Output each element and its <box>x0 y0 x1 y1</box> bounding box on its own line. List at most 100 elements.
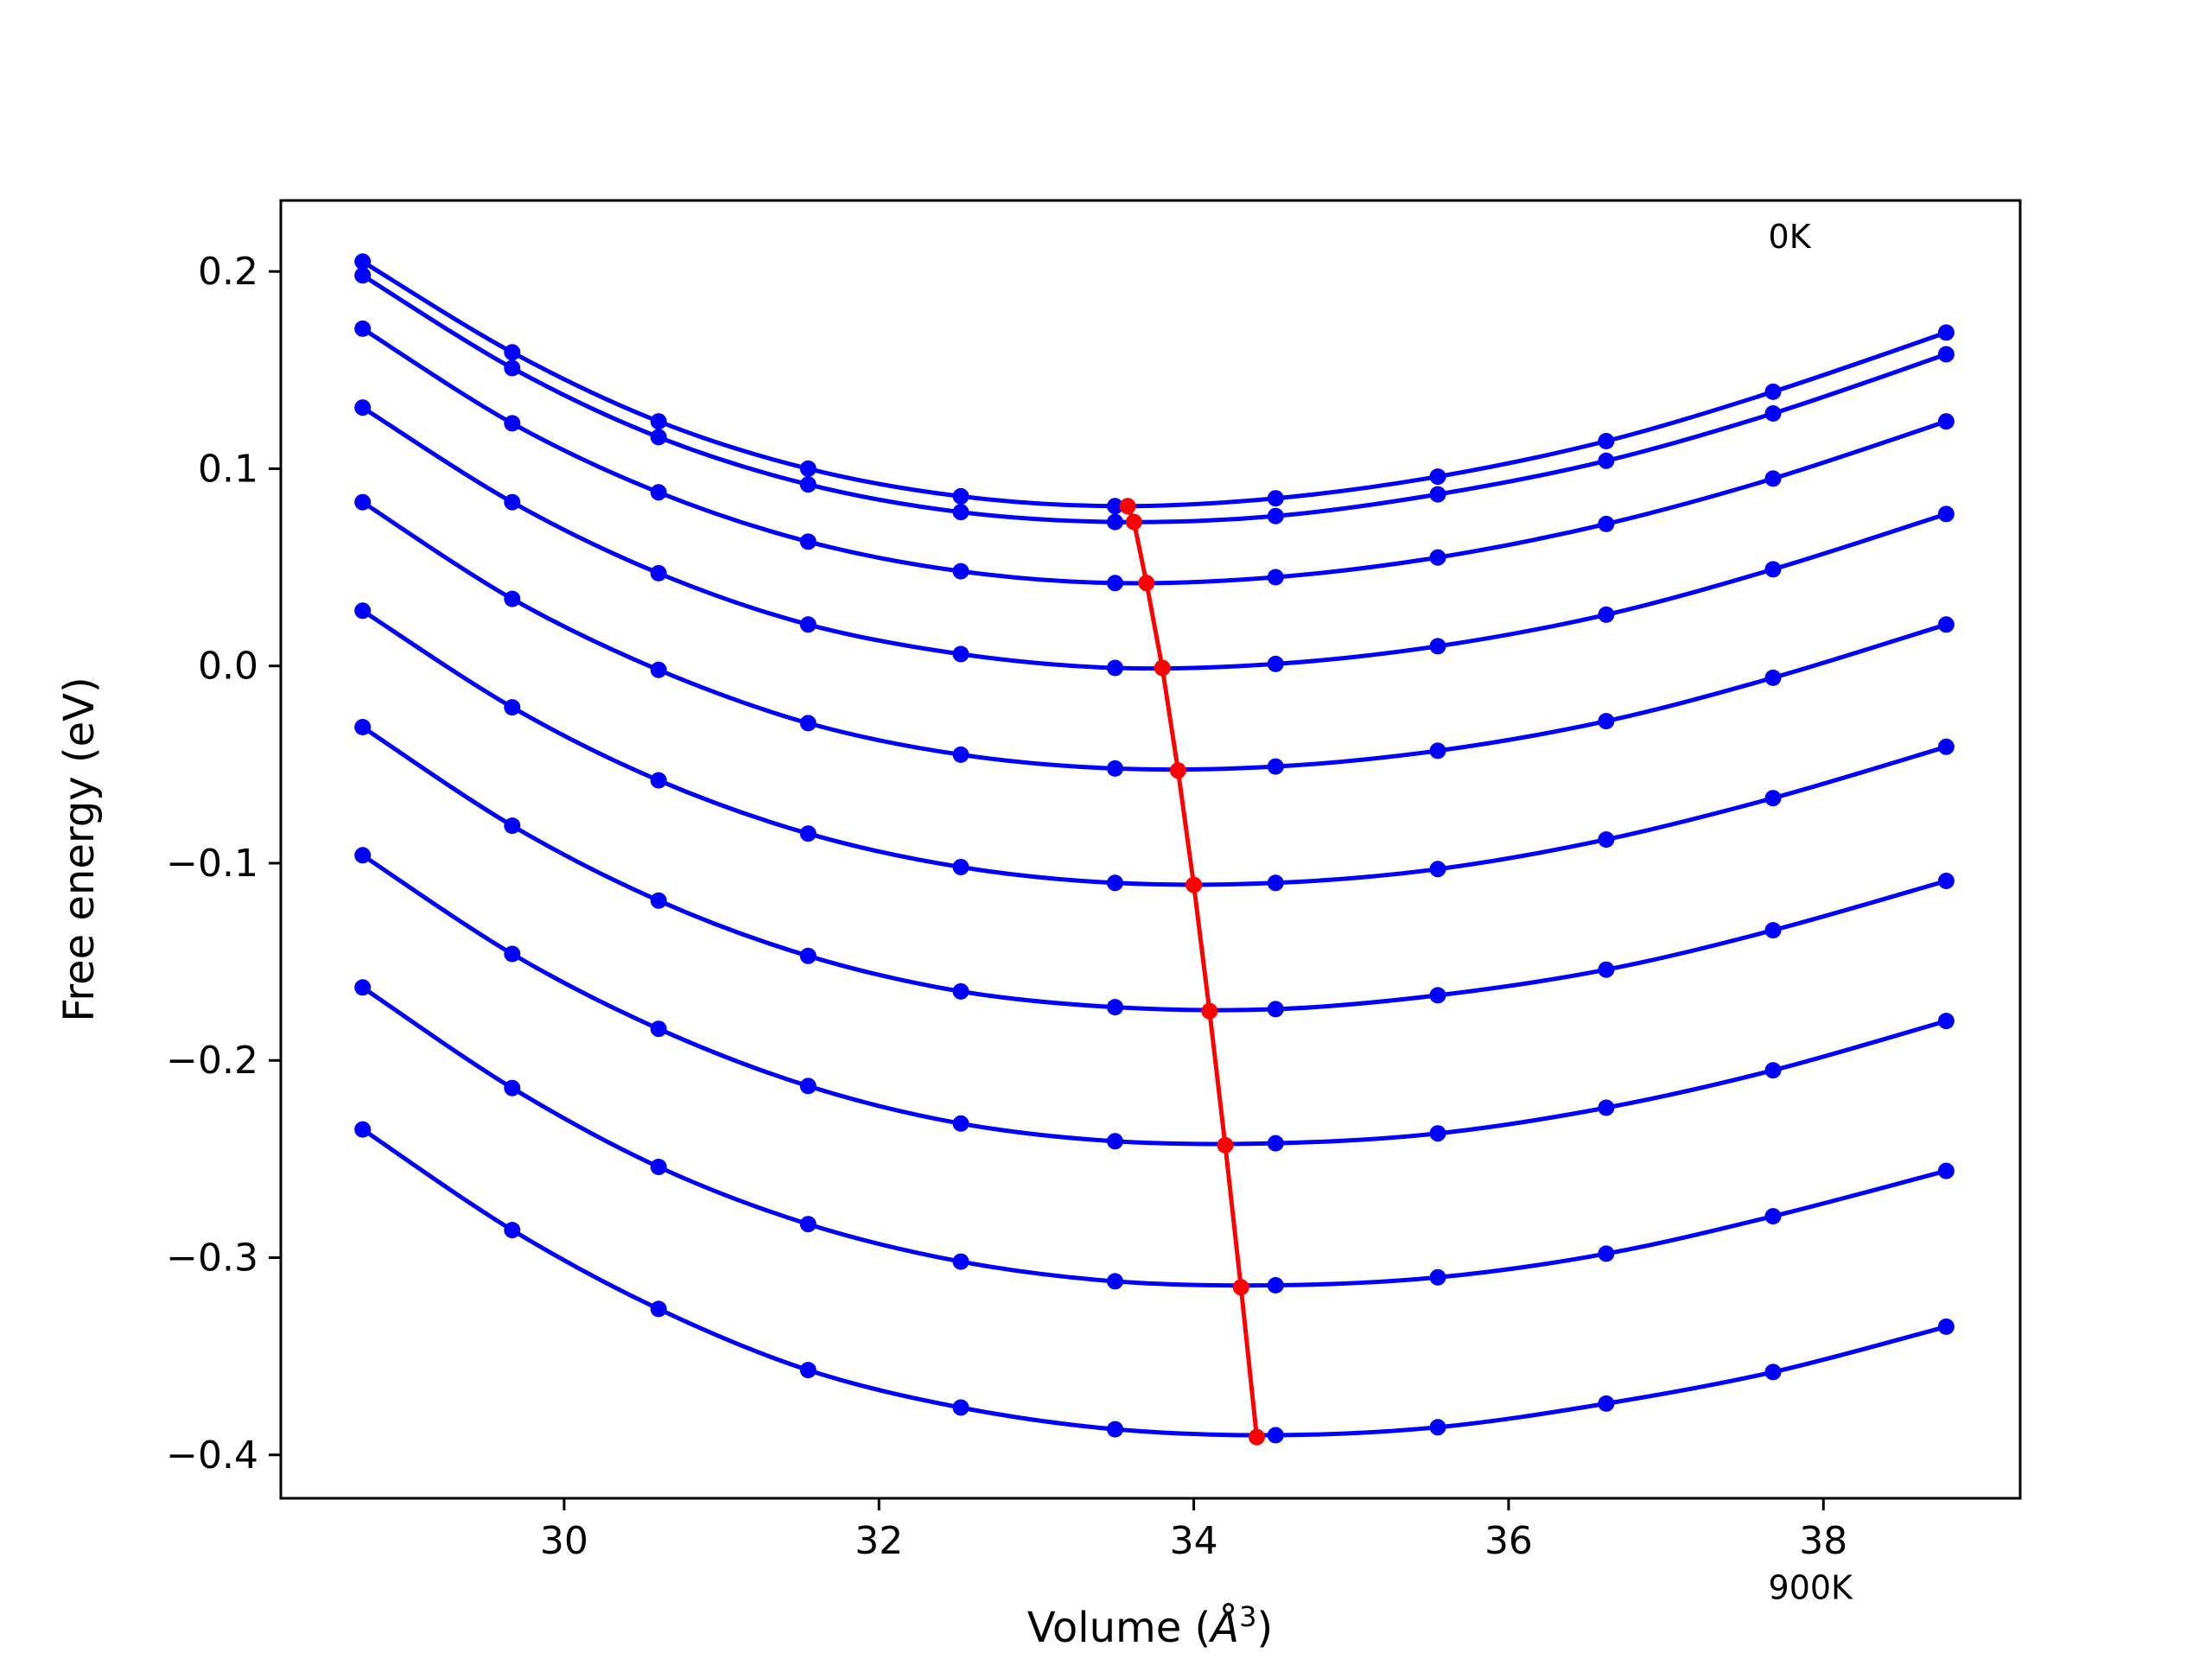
series-2-point-4 <box>799 476 817 493</box>
series-5-point-7 <box>1267 758 1284 775</box>
series-9 <box>354 979 1955 1294</box>
series-6-point-10 <box>1764 790 1782 807</box>
series-9-point-6 <box>1107 1273 1123 1290</box>
minima-line <box>1125 505 1259 1438</box>
series-10-point-3 <box>650 1300 667 1318</box>
series-3-point-2 <box>504 415 521 432</box>
series-4-point-9 <box>1598 606 1615 623</box>
minima-series <box>1119 498 1265 1446</box>
minima-point-5 <box>1169 762 1186 779</box>
series-5-point-3 <box>650 661 667 678</box>
minima-point-8 <box>1217 1136 1234 1154</box>
series-3-point-10 <box>1764 470 1782 487</box>
series-8-point-8 <box>1429 1125 1446 1142</box>
series-6-point-1 <box>354 602 372 620</box>
series-9-point-11 <box>1937 1162 1955 1179</box>
series-4-point-7 <box>1267 655 1284 672</box>
series-1-point-7 <box>1267 490 1284 507</box>
series-5-point-4 <box>799 715 817 732</box>
series-2 <box>354 267 1955 531</box>
series-5-point-2 <box>504 590 521 607</box>
series-10-point-1 <box>354 1121 372 1138</box>
y-tick-label-1: −0.3 <box>166 1236 258 1281</box>
series-8-point-5 <box>952 1115 969 1132</box>
series-5-point-6 <box>1107 760 1123 777</box>
series-6-point-5 <box>952 859 969 875</box>
series-5-point-5 <box>952 746 969 763</box>
series-7-point-11 <box>1937 873 1955 889</box>
series-4-point-3 <box>650 564 667 582</box>
series-10-point-7 <box>1267 1427 1284 1444</box>
series-7-point-7 <box>1267 1001 1284 1018</box>
series-1-point-5 <box>952 487 969 505</box>
minima-point-4 <box>1154 659 1171 677</box>
series-9-point-7 <box>1267 1277 1284 1294</box>
series-10-point-10 <box>1764 1363 1782 1381</box>
series-6-point-8 <box>1429 861 1446 878</box>
series-9-point-3 <box>650 1159 667 1175</box>
series-10-point-2 <box>504 1222 521 1239</box>
series-4 <box>354 399 1955 677</box>
series-1-point-4 <box>799 460 817 477</box>
x-tick-label-36: 36 <box>1484 1519 1533 1563</box>
series-2-point-10 <box>1764 405 1782 422</box>
series-4-point-5 <box>952 645 969 663</box>
series-7-point-1 <box>354 719 372 735</box>
series-8-point-2 <box>504 945 521 963</box>
series-4-point-11 <box>1937 505 1955 523</box>
series-8 <box>354 847 1955 1152</box>
series-3-point-5 <box>952 563 969 580</box>
series-7-point-10 <box>1764 922 1782 939</box>
series-1-point-9 <box>1598 433 1615 449</box>
y-axis-label: Free energy (eV) <box>55 677 104 1021</box>
series-5 <box>354 493 1955 777</box>
series-6 <box>354 602 1955 892</box>
series-8-point-7 <box>1267 1135 1284 1152</box>
series-8-point-1 <box>354 847 372 864</box>
series-4-point-4 <box>799 616 817 633</box>
series-6-point-4 <box>799 825 817 842</box>
y-tick-label-3: −0.1 <box>166 842 258 886</box>
x-axis-label: Volume (Å3) <box>1027 1600 1273 1652</box>
series-3-point-4 <box>799 533 817 550</box>
minima-point-1 <box>1119 498 1136 515</box>
series-6-point-9 <box>1598 831 1615 849</box>
minima-point-7 <box>1201 1002 1218 1020</box>
series-10-point-6 <box>1107 1421 1123 1438</box>
series-7-point-5 <box>952 982 969 1000</box>
series-10-point-11 <box>1937 1318 1955 1335</box>
series-1-point-10 <box>1764 383 1782 400</box>
series-6-point-6 <box>1107 874 1123 892</box>
series-7-point-2 <box>504 817 521 835</box>
series-10-point-5 <box>952 1399 969 1416</box>
minima-point-3 <box>1138 575 1155 592</box>
series-7 <box>354 719 1955 1018</box>
series-3-point-6 <box>1107 575 1123 592</box>
x-tick-label-38: 38 <box>1799 1519 1847 1563</box>
series-7-point-8 <box>1429 987 1446 1004</box>
series-2-point-11 <box>1937 346 1955 363</box>
series-9-point-9 <box>1598 1245 1615 1262</box>
series-5-point-11 <box>1937 616 1955 633</box>
series-7-point-9 <box>1598 961 1615 978</box>
x-tick-label-34: 34 <box>1170 1519 1218 1563</box>
series-9-point-1 <box>354 979 372 996</box>
series-2-point-5 <box>952 504 969 521</box>
annotation-900k: 900K <box>1769 1568 1854 1606</box>
series-5-point-10 <box>1764 669 1782 686</box>
series-9-point-5 <box>952 1253 969 1270</box>
series-1-point-6 <box>1107 498 1123 515</box>
series-8-point-9 <box>1598 1099 1615 1116</box>
x-tick-label-30: 30 <box>540 1519 588 1563</box>
plot-area <box>354 253 1955 1446</box>
series-3-point-7 <box>1267 569 1284 586</box>
series-1-point-11 <box>1937 324 1955 341</box>
series-2-point-8 <box>1429 486 1446 503</box>
series-6-point-7 <box>1267 874 1284 892</box>
series-2-point-2 <box>504 359 521 377</box>
series-3-point-11 <box>1937 413 1955 430</box>
series-8-point-4 <box>799 1077 817 1095</box>
series-5-point-9 <box>1598 713 1615 730</box>
series-3 <box>354 320 1955 592</box>
y-tick-label-5: 0.1 <box>198 447 258 491</box>
